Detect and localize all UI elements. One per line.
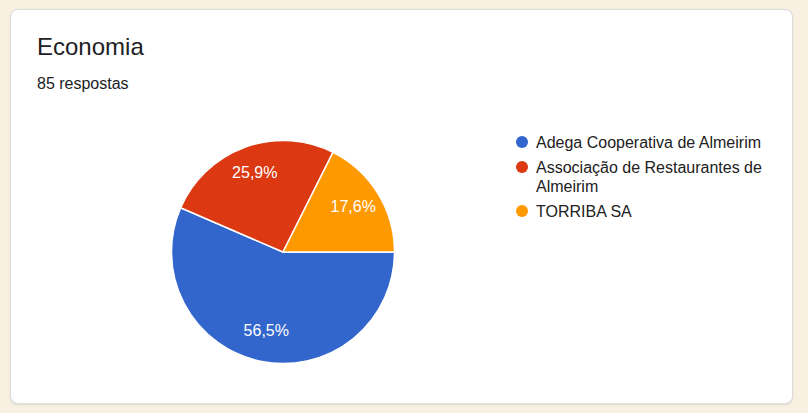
legend-label: Associação de Restaurantes de Almeirim [536,158,791,196]
slice-percent-label: 25,9% [232,164,277,181]
legend-item-2: Associação de Restaurantes de Almeirim [516,158,791,196]
slice-percent-label: 56,5% [244,322,289,339]
legend-dot [516,205,528,217]
page-background: { "page": { "background_color": "#f8f0e1… [0,0,808,413]
question-title: Economia [37,35,144,59]
pie-chart: 56,5% 25,9% 17,6% [167,136,399,368]
legend-item-1: Adega Cooperativa de Almeirim [516,133,791,152]
legend-item-3: TORRIBA SA [516,202,791,221]
legend-dot [516,161,528,173]
legend-label: Adega Cooperativa de Almeirim [536,133,761,152]
response-count: 85 respostas [37,76,129,92]
chart-legend: Adega Cooperativa de Almeirim Associação … [516,133,791,227]
summary-card: Economia 85 respostas 56,5% 25,9% 17,6% Ad… [10,9,793,404]
legend-label: TORRIBA SA [536,202,632,221]
legend-dot [516,136,528,148]
slice-percent-label: 17,6% [331,198,376,215]
